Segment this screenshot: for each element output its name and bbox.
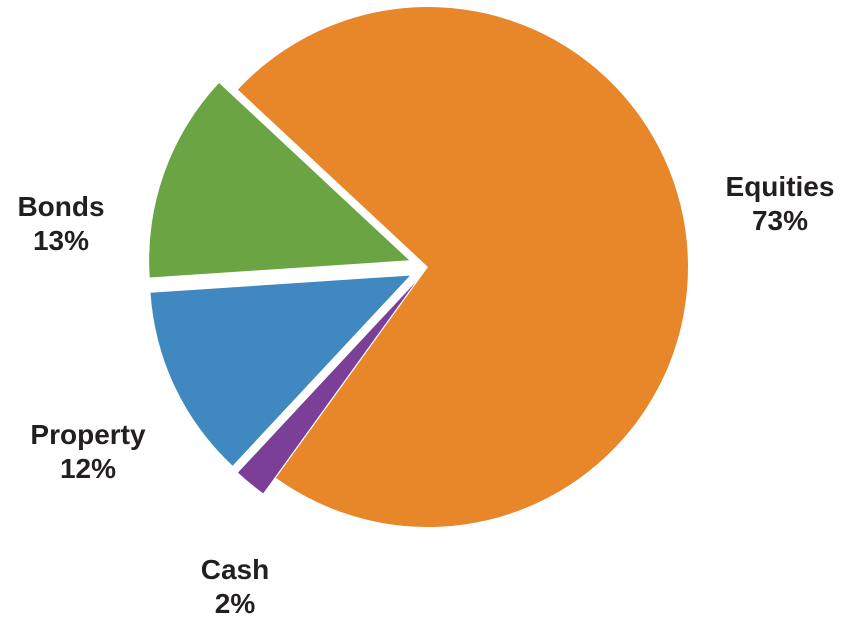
label-equities-name: Equities	[725, 171, 835, 202]
label-cash: Cash 2%	[180, 553, 290, 621]
pie-slice-cash	[237, 282, 416, 494]
label-bonds: Bonds 13%	[0, 190, 122, 258]
pie-slice-bonds	[149, 82, 410, 278]
label-equities-value: 73%	[751, 205, 809, 236]
pie-slice-property	[150, 275, 410, 466]
label-bonds-value: 13%	[32, 225, 90, 256]
label-bonds-name: Bonds	[17, 191, 105, 222]
label-property-value: 12%	[59, 453, 117, 484]
label-property: Property 12%	[8, 418, 168, 486]
label-property-name: Property	[30, 419, 146, 450]
label-cash-value: 2%	[214, 588, 256, 619]
label-cash-name: Cash	[200, 554, 270, 585]
pie-slice-equities	[237, 7, 688, 528]
label-equities: Equities 73%	[710, 170, 845, 238]
